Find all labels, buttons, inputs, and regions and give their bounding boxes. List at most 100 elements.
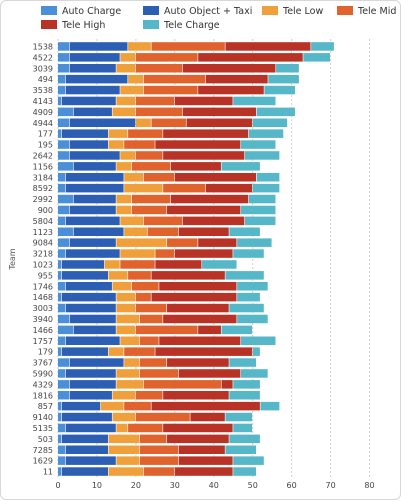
- bar-segment-auto-charge[interactable]: [58, 434, 62, 444]
- bar-segment-tele-charge[interactable]: [225, 445, 256, 455]
- bar-segment-tele-mid[interactable]: [143, 172, 175, 182]
- bar-segment-auto-object-taxi[interactable]: [69, 140, 109, 149]
- bar-segment-tele-mid[interactable]: [135, 292, 151, 302]
- bar-segment-auto-charge[interactable]: [58, 227, 73, 237]
- bar-segment-auto-object-taxi[interactable]: [61, 96, 116, 106]
- bar-segment-tele-high[interactable]: [198, 238, 237, 247]
- bar-segment-tele-charge[interactable]: [303, 53, 330, 62]
- bar-segment-auto-object-taxi[interactable]: [61, 292, 116, 302]
- bar-segment-auto-object-taxi[interactable]: [69, 314, 116, 324]
- bar-segment-auto-charge[interactable]: [58, 85, 66, 95]
- bar-segment-tele-charge[interactable]: [256, 172, 280, 182]
- bar-segment-auto-object-taxi[interactable]: [65, 249, 120, 258]
- bar-segment-tele-mid[interactable]: [143, 467, 175, 476]
- bar-segment-tele-mid[interactable]: [124, 140, 155, 149]
- bar-segment-tele-low[interactable]: [108, 129, 128, 138]
- bar-segment-tele-low[interactable]: [128, 74, 144, 84]
- bar-segment-tele-high[interactable]: [178, 369, 241, 378]
- bar-segment-tele-high[interactable]: [178, 445, 225, 455]
- bar-segment-tele-charge[interactable]: [229, 358, 256, 367]
- bar-segment-tele-high[interactable]: [167, 358, 229, 367]
- bar-segment-auto-object-taxi[interactable]: [69, 205, 116, 215]
- bar-segment-tele-high[interactable]: [174, 249, 233, 258]
- bar-segment-auto-charge[interactable]: [58, 423, 66, 433]
- bar-segment-tele-high[interactable]: [174, 172, 256, 182]
- bar-segment-auto-charge[interactable]: [58, 249, 66, 258]
- bar-segment-auto-object-taxi[interactable]: [65, 172, 124, 182]
- bar-segment-tele-high[interactable]: [159, 336, 241, 346]
- bar-segment-auto-object-taxi[interactable]: [65, 423, 116, 433]
- bar-segment-tele-charge[interactable]: [229, 227, 260, 237]
- bar-segment-auto-object-taxi[interactable]: [65, 369, 116, 378]
- bar-segment-tele-high[interactable]: [198, 53, 303, 62]
- bar-segment-auto-charge[interactable]: [58, 412, 62, 422]
- bar-segment-tele-mid[interactable]: [131, 205, 167, 215]
- bar-segment-auto-object-taxi[interactable]: [65, 456, 116, 465]
- bar-segment-tele-low[interactable]: [124, 358, 140, 367]
- bar-segment-auto-object-taxi[interactable]: [65, 445, 109, 455]
- bar-segment-tele-low[interactable]: [100, 401, 124, 411]
- bar-segment-tele-mid[interactable]: [135, 107, 183, 117]
- bar-segment-tele-high[interactable]: [198, 85, 264, 95]
- bar-segment-tele-charge[interactable]: [252, 347, 260, 356]
- bar-segment-auto-charge[interactable]: [58, 358, 70, 367]
- bar-segment-tele-high[interactable]: [198, 325, 221, 335]
- bar-segment-tele-charge[interactable]: [233, 456, 264, 465]
- bar-segment-tele-charge[interactable]: [248, 194, 276, 204]
- bar-segment-tele-low[interactable]: [108, 445, 140, 455]
- bar-segment-tele-mid[interactable]: [135, 325, 198, 335]
- bar-segment-tele-charge[interactable]: [252, 118, 288, 128]
- bar-segment-tele-mid[interactable]: [143, 85, 198, 95]
- bar-segment-tele-mid[interactable]: [167, 238, 198, 247]
- bar-segment-tele-high[interactable]: [151, 271, 225, 280]
- bar-segment-auto-object-taxi[interactable]: [69, 63, 116, 73]
- bar-segment-tele-low[interactable]: [135, 118, 151, 128]
- bar-segment-tele-low[interactable]: [120, 53, 136, 62]
- bar-segment-tele-high[interactable]: [155, 347, 253, 356]
- bar-segment-tele-high[interactable]: [167, 303, 229, 313]
- bar-segment-auto-object-taxi[interactable]: [61, 260, 105, 269]
- bar-segment-tele-charge[interactable]: [237, 292, 260, 302]
- bar-segment-auto-object-taxi[interactable]: [61, 467, 109, 476]
- bar-segment-tele-low[interactable]: [120, 216, 144, 226]
- bar-segment-tele-low[interactable]: [116, 314, 140, 324]
- bar-segment-tele-charge[interactable]: [244, 151, 280, 160]
- bar-segment-tele-charge[interactable]: [241, 369, 268, 378]
- bar-segment-tele-mid[interactable]: [143, 216, 183, 226]
- bar-segment-tele-low[interactable]: [108, 467, 144, 476]
- bar-segment-tele-low[interactable]: [120, 336, 140, 346]
- bar-segment-tele-high[interactable]: [170, 194, 249, 204]
- bar-segment-tele-mid[interactable]: [124, 347, 155, 356]
- bar-segment-tele-high[interactable]: [151, 292, 237, 302]
- bar-segment-tele-low[interactable]: [108, 271, 128, 280]
- bar-segment-tele-high[interactable]: [190, 412, 225, 422]
- bar-segment-tele-charge[interactable]: [241, 140, 276, 149]
- bar-segment-tele-charge[interactable]: [256, 107, 295, 117]
- bar-segment-tele-charge[interactable]: [241, 336, 276, 346]
- bar-segment-tele-mid[interactable]: [135, 151, 163, 160]
- bar-segment-tele-low[interactable]: [124, 172, 144, 182]
- bar-segment-tele-low[interactable]: [112, 412, 136, 422]
- bar-segment-auto-object-taxi[interactable]: [73, 325, 116, 335]
- bar-segment-auto-charge[interactable]: [58, 162, 73, 171]
- bar-segment-tele-charge[interactable]: [264, 85, 295, 95]
- bar-segment-tele-mid[interactable]: [128, 423, 163, 433]
- bar-segment-auto-charge[interactable]: [58, 401, 62, 411]
- bar-segment-tele-charge[interactable]: [248, 129, 284, 138]
- bar-segment-tele-high[interactable]: [163, 151, 245, 160]
- bar-segment-tele-high[interactable]: [155, 140, 241, 149]
- bar-segment-tele-mid[interactable]: [139, 434, 167, 444]
- bar-segment-auto-charge[interactable]: [58, 42, 70, 51]
- bar-segment-tele-charge[interactable]: [233, 423, 253, 433]
- bar-segment-tele-charge[interactable]: [276, 63, 299, 73]
- bar-segment-tele-low[interactable]: [112, 390, 136, 400]
- bar-segment-tele-low[interactable]: [124, 227, 147, 237]
- bar-segment-tele-mid[interactable]: [151, 42, 225, 51]
- bar-segment-tele-mid[interactable]: [131, 281, 159, 291]
- bar-segment-auto-charge[interactable]: [58, 336, 66, 346]
- bar-segment-tele-low[interactable]: [116, 380, 144, 389]
- bar-segment-tele-mid[interactable]: [124, 401, 151, 411]
- bar-segment-tele-high[interactable]: [159, 281, 237, 291]
- bar-segment-tele-high[interactable]: [167, 434, 229, 444]
- bar-segment-auto-object-taxi[interactable]: [61, 434, 109, 444]
